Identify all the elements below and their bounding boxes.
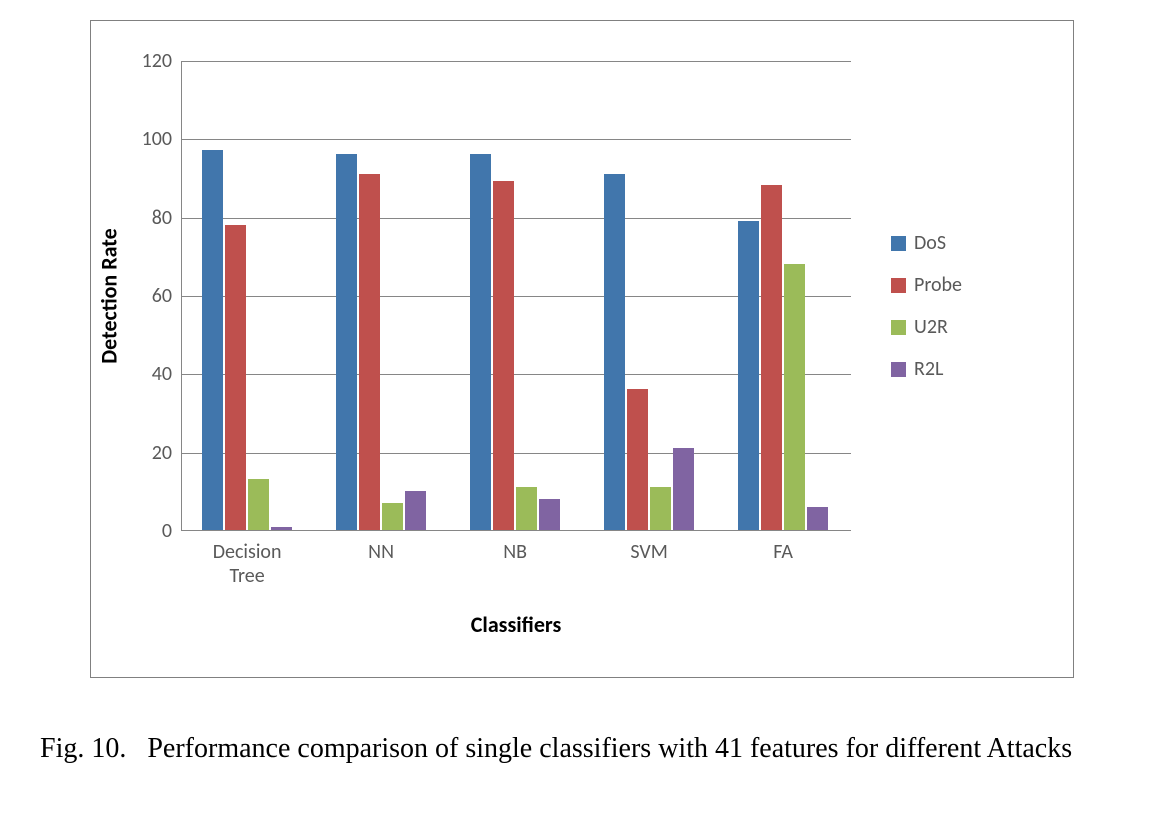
legend-label: R2L: [914, 357, 943, 381]
legend-swatch-icon: [891, 362, 906, 377]
bar-r2l: [673, 448, 694, 530]
legend-item: DoS: [891, 231, 962, 255]
x-axis-title: Classifiers: [181, 611, 851, 638]
legend-item: R2L: [891, 357, 962, 381]
bar-r2l: [539, 499, 560, 530]
y-tick-label: 60: [152, 284, 182, 308]
x-tick-label: SVM: [585, 530, 712, 564]
bar-dos: [336, 154, 357, 530]
legend-swatch-icon: [891, 278, 906, 293]
caption-prefix: Fig. 10.: [40, 733, 126, 764]
y-tick-label: 120: [142, 49, 182, 73]
caption-body: Performance comparison of single classif…: [147, 733, 1072, 764]
bar-probe: [225, 225, 246, 531]
bar-u2r: [248, 479, 269, 530]
bar-probe: [761, 185, 782, 530]
x-tick-label: Decision Tree: [183, 530, 310, 588]
gridline: [182, 139, 851, 140]
plot-area: 020406080100120Decision TreeNNNBSVMFA: [181, 61, 851, 531]
x-tick-label: FA: [719, 530, 846, 564]
y-tick-label: 20: [152, 441, 182, 465]
bar-dos: [202, 150, 223, 530]
x-tick-label: NN: [317, 530, 444, 564]
bar-r2l: [807, 507, 828, 531]
y-tick-label: 0: [162, 519, 182, 543]
bar-dos: [470, 154, 491, 530]
y-tick-label: 80: [152, 206, 182, 230]
legend: DoS Probe U2R R2L: [891, 231, 962, 399]
y-tick-label: 40: [152, 362, 182, 386]
legend-swatch-icon: [891, 320, 906, 335]
bar-probe: [627, 389, 648, 530]
legend-item: Probe: [891, 273, 962, 297]
legend-label: DoS: [914, 231, 946, 255]
bar-u2r: [382, 503, 403, 530]
legend-label: U2R: [914, 315, 948, 339]
bar-u2r: [784, 264, 805, 530]
chart-frame: 020406080100120Decision TreeNNNBSVMFA De…: [90, 20, 1074, 678]
gridline: [182, 61, 851, 62]
figure-caption: Fig. 10. Performance comparison of singl…: [40, 730, 1130, 768]
x-tick-label: NB: [451, 530, 578, 564]
legend-swatch-icon: [891, 236, 906, 251]
bar-dos: [738, 221, 759, 530]
y-axis-title: Detection Rate: [96, 228, 123, 363]
gridline: [182, 218, 851, 219]
bar-probe: [493, 181, 514, 530]
bar-r2l: [405, 491, 426, 530]
legend-item: U2R: [891, 315, 962, 339]
legend-label: Probe: [914, 273, 962, 297]
bar-probe: [359, 174, 380, 530]
bar-dos: [604, 174, 625, 530]
bar-u2r: [650, 487, 671, 530]
y-tick-label: 100: [142, 127, 182, 151]
bar-u2r: [516, 487, 537, 530]
